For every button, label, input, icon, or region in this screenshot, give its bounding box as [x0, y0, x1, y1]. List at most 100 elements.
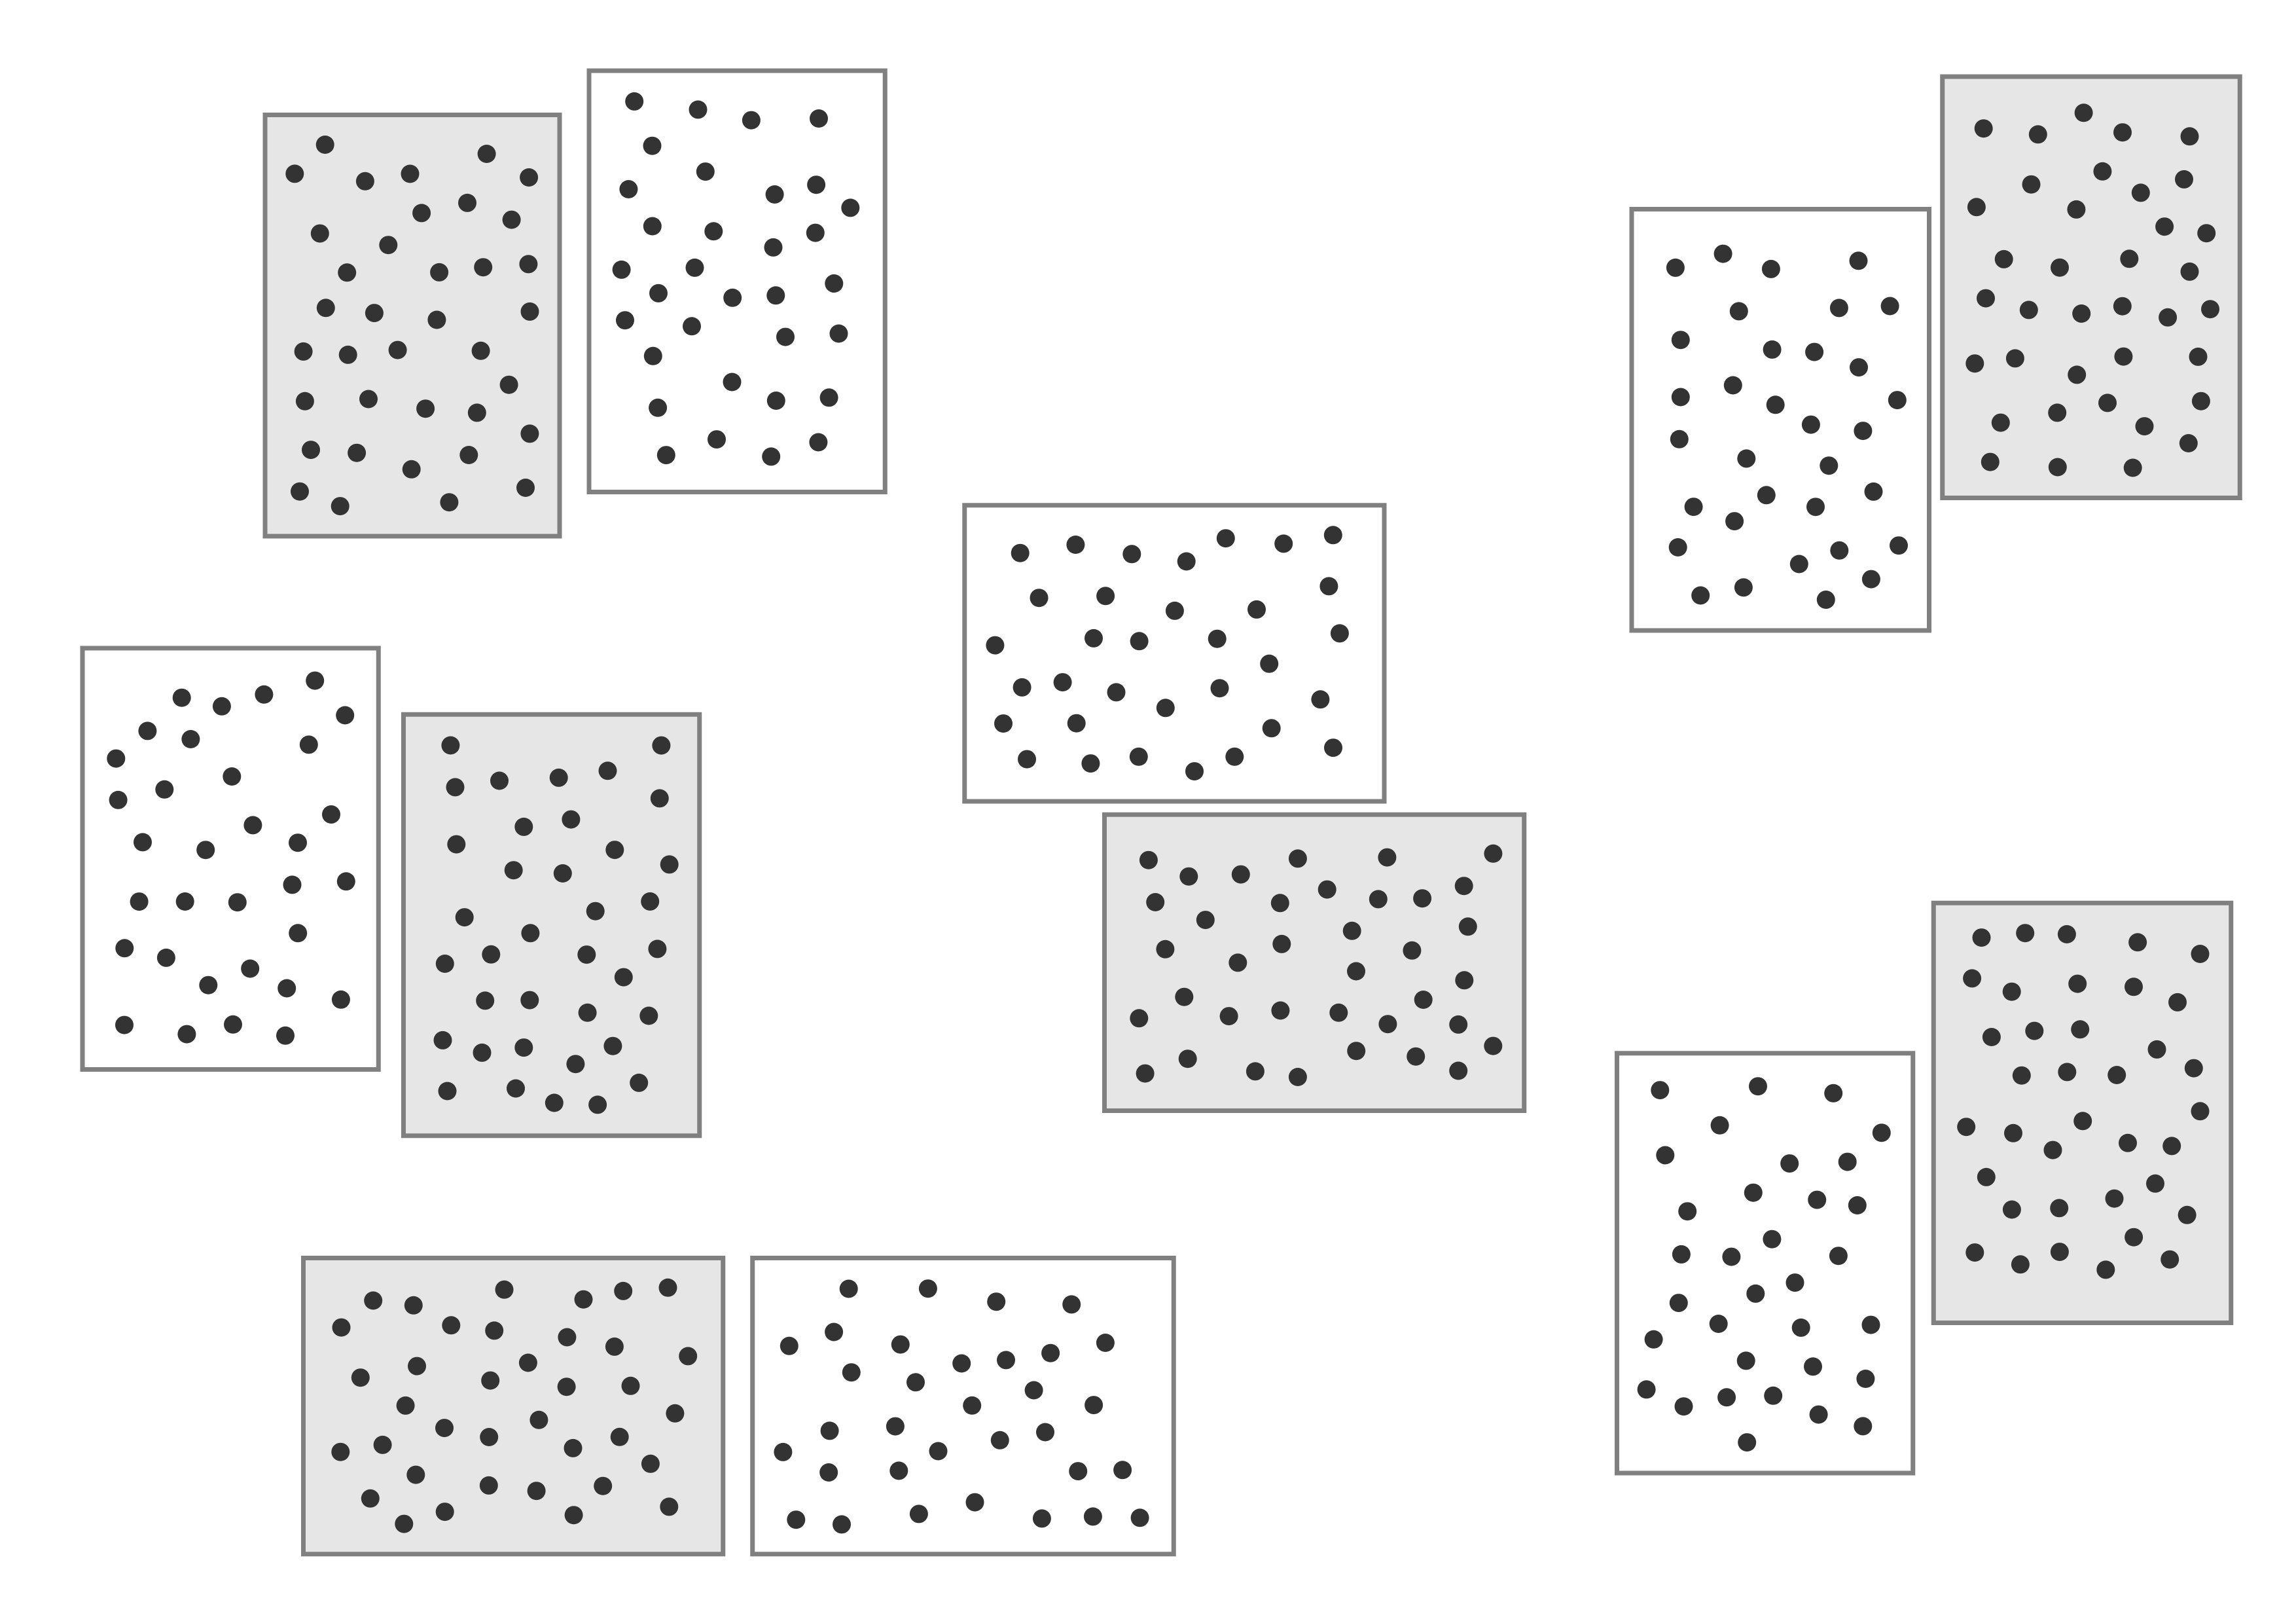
dot	[1849, 251, 1868, 270]
dot	[1324, 739, 1342, 757]
dot	[1780, 1154, 1799, 1173]
dot	[1734, 578, 1753, 597]
dot	[395, 1514, 414, 1533]
dot	[1764, 1386, 1783, 1405]
dot	[1888, 391, 1907, 410]
dot	[696, 162, 715, 181]
dot	[2005, 349, 2024, 368]
dot	[829, 324, 848, 343]
dot	[658, 1278, 677, 1297]
dot	[1378, 1015, 1397, 1034]
dot	[1678, 1202, 1697, 1221]
dot	[177, 1025, 196, 1044]
dot	[477, 145, 496, 163]
dot	[649, 283, 668, 302]
dot	[332, 1318, 351, 1337]
dot	[322, 805, 340, 824]
dot	[479, 1476, 498, 1495]
dot	[652, 736, 671, 755]
dot	[1967, 198, 1986, 217]
dot	[172, 688, 191, 707]
dot	[807, 175, 826, 194]
dot	[480, 1428, 499, 1446]
dot	[1668, 538, 1687, 556]
dot	[765, 185, 784, 204]
pair-top-right	[1629, 74, 2242, 633]
dot	[2002, 1200, 2021, 1219]
card-top-left-b	[586, 68, 888, 494]
dot	[1185, 762, 1204, 781]
dot	[2096, 1260, 2115, 1279]
dot	[1130, 1508, 1149, 1527]
dot	[364, 1291, 383, 1310]
dot	[338, 263, 357, 282]
dot	[1178, 1049, 1197, 1068]
dot	[1319, 577, 1338, 596]
dot	[1722, 1247, 1741, 1266]
dot	[521, 924, 540, 943]
dot	[558, 1328, 577, 1347]
dot	[1963, 969, 1982, 988]
dot	[1749, 1077, 1767, 1096]
dot	[1829, 299, 1848, 318]
dot	[283, 875, 302, 894]
dot	[1175, 987, 1194, 1006]
dot	[1271, 1001, 1290, 1020]
dot	[427, 310, 446, 329]
dot	[416, 399, 435, 418]
dot	[997, 1351, 1015, 1370]
dot	[1196, 911, 1215, 930]
card-bottom-right-b	[1931, 900, 2234, 1325]
dot	[1413, 889, 1432, 908]
dot	[130, 892, 149, 911]
dot	[447, 835, 466, 854]
dot	[440, 493, 459, 512]
card-middle-left-b	[401, 712, 702, 1139]
dot	[1666, 258, 1685, 277]
dot	[1229, 953, 1247, 972]
dot	[1801, 415, 1820, 434]
dot	[1710, 1116, 1729, 1135]
dot	[660, 855, 679, 874]
dot	[529, 1410, 548, 1429]
dot	[336, 872, 355, 891]
dot	[1977, 289, 1995, 308]
dot	[2197, 224, 2216, 243]
dot	[408, 1357, 426, 1376]
dot	[578, 1003, 597, 1022]
dot	[1637, 1380, 1656, 1399]
dot	[1260, 654, 1279, 673]
dot	[1165, 601, 1184, 620]
dot	[285, 164, 304, 183]
dot	[435, 1503, 454, 1522]
dot	[1146, 893, 1165, 911]
dot	[1066, 536, 1085, 554]
dot	[619, 180, 638, 198]
dot	[388, 340, 407, 359]
dot	[412, 204, 431, 223]
dot	[435, 1419, 454, 1438]
dot	[338, 345, 357, 364]
dot	[228, 893, 247, 912]
dot	[643, 136, 662, 155]
dot	[689, 100, 708, 119]
dot	[704, 222, 723, 241]
dot	[685, 258, 704, 277]
dot	[1449, 1015, 1468, 1034]
dot	[549, 768, 568, 787]
dot	[649, 398, 668, 417]
dot	[586, 902, 605, 921]
dot	[331, 990, 350, 1009]
dot	[780, 1336, 798, 1355]
dot	[459, 446, 478, 464]
dot	[467, 403, 486, 422]
dot	[766, 286, 785, 305]
dot	[155, 780, 174, 799]
dot	[1744, 1183, 1763, 1202]
dot	[1347, 1042, 1366, 1061]
dot	[1041, 1343, 1060, 1362]
dot	[2147, 1040, 2166, 1059]
dot	[2162, 1137, 2181, 1156]
dot	[918, 1279, 937, 1298]
pair-top-left	[262, 68, 888, 539]
